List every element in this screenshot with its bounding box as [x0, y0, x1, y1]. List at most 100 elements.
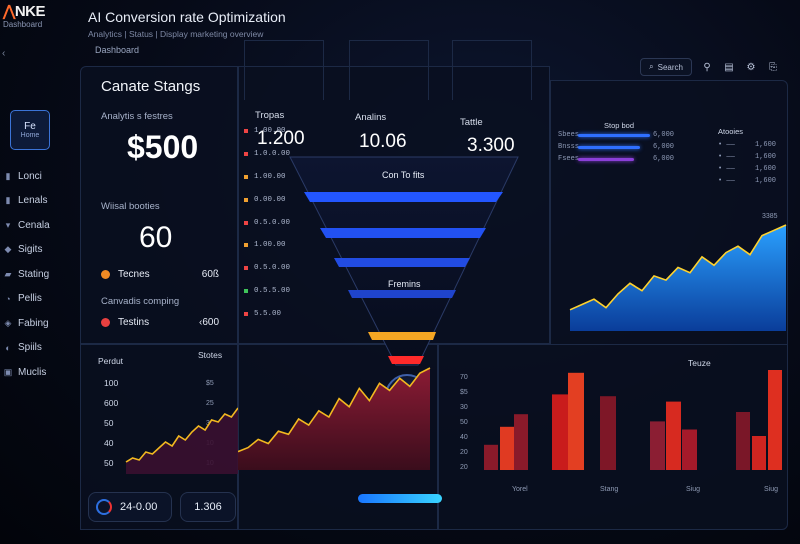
sidebar-home-sublabel: Home — [20, 132, 40, 139]
grid-icon[interactable]: ▤ — [724, 61, 734, 73]
area-fill — [570, 225, 786, 331]
footer-metric-2[interactable]: 1.306 — [180, 492, 236, 522]
footer-metric-2-value: 1.306 — [194, 501, 222, 513]
sidebar-item-4[interactable]: ▰ Stating — [2, 262, 50, 287]
sidebar: ‹ Fe Home ▮ Lonci ▮ Lenals ▾ Cenala ◆ Sigits… — [0, 44, 72, 544]
y-tick-label: 20 — [460, 449, 468, 456]
y-tick-label: 20 — [460, 464, 468, 471]
signal-icon: ◆ — [4, 244, 12, 255]
list-icon: ▮ — [5, 170, 11, 181]
bar-mark[interactable] — [552, 394, 568, 470]
settings-icon[interactable]: ⚙ — [746, 61, 756, 73]
sidebar-item-7[interactable]: ◐ Spiils — [2, 336, 50, 361]
search-icon: ⌕ — [649, 62, 654, 71]
stat-label: Tropas — [255, 110, 285, 121]
legend-row-value: 1,600 — [755, 141, 777, 149]
tick-marker-icon — [244, 288, 248, 293]
bar-mark[interactable] — [650, 421, 665, 470]
line-series — [125, 407, 238, 463]
tick-label: 0.5.0.00 — [254, 218, 291, 227]
sidebar-item-6[interactable]: ◈ Fabing — [2, 311, 50, 336]
tag-icon: ◈ — [4, 317, 12, 328]
bar-mark[interactable] — [514, 414, 528, 470]
sidebar-item-3[interactable]: ◆ Sigits — [2, 238, 50, 263]
search-button[interactable]: ⌕ Search — [640, 58, 692, 76]
sidebar-item-label: Pellis — [18, 293, 42, 305]
back-icon[interactable]: ‹ — [2, 48, 6, 59]
bar-mark[interactable] — [666, 401, 681, 470]
y-tick-label: $5 — [460, 389, 468, 396]
tick-marker-icon — [244, 197, 248, 202]
y-tick-label: 40 — [104, 438, 114, 448]
share-icon[interactable]: ⎘ — [769, 61, 777, 73]
bar-mark[interactable] — [752, 436, 766, 470]
sidebar-item-0[interactable]: ▮ Lonci — [2, 164, 50, 189]
sidebar-item-label: Lenals — [18, 195, 48, 207]
legend-title: Stop bod — [604, 121, 635, 130]
bar-mark[interactable] — [484, 444, 498, 470]
legend-bar — [578, 134, 650, 137]
bar-chart — [484, 370, 782, 471]
y-tick-label: 50 — [104, 418, 114, 428]
tick-item: 0.5.0.00 — [244, 211, 290, 234]
line-panel-title: Perdut — [98, 356, 124, 366]
tick-marker-icon — [244, 311, 248, 316]
stat-box-3 — [452, 40, 532, 100]
scroll-bar[interactable] — [358, 494, 442, 503]
layers-icon: ▰ — [4, 268, 12, 279]
tick-item: 0.5.5.00 — [244, 280, 290, 303]
conversion-funnel — [287, 154, 521, 366]
bar-mark[interactable] — [682, 429, 697, 471]
y-tick-label: 40 — [460, 434, 468, 441]
tick-marker-icon — [244, 220, 248, 225]
sidebar-item-5[interactable]: ◔ Pellis — [2, 287, 50, 312]
tick-label: 0.00.00 — [254, 195, 286, 204]
gauge-icon — [96, 499, 112, 515]
brand[interactable]: ⋀NKE Dashboard — [0, 0, 78, 44]
stat-box-2 — [349, 40, 429, 100]
tick-item: 1.00.00 — [244, 166, 290, 189]
kpi-row-2: Testins ‹600 — [101, 317, 219, 328]
breadcrumb[interactable]: Dashboard — [95, 45, 140, 55]
sidebar-home-button[interactable]: Fe Home — [10, 110, 50, 150]
sidebar-items: ▮ Lonci ▮ Lenals ▾ Cenala ◆ Sigits ▰ Stating … — [2, 164, 50, 385]
brand-subtitle: Dashboard — [3, 20, 43, 29]
x-tick-label: Siug — [686, 486, 701, 493]
legend-title-2: Atooies — [718, 127, 744, 136]
bar-mark[interactable] — [768, 370, 782, 470]
legend-bar-value: 6,000 — [653, 131, 675, 139]
footer-metric-1[interactable]: 24-0.00 — [88, 492, 172, 522]
bar-mark[interactable] — [736, 412, 750, 470]
tick-item: 5.5.00 — [244, 302, 290, 325]
legend-bar — [578, 158, 634, 161]
funnel-stage-2 — [320, 228, 486, 238]
area-chart — [238, 367, 431, 470]
sidebar-item-2[interactable]: ▾ Cenala — [2, 213, 50, 238]
sidebar-item-label: Stating — [18, 268, 50, 280]
stat-box-1 — [244, 40, 324, 100]
bar-mark[interactable] — [600, 396, 616, 470]
search-label: Search — [657, 62, 683, 72]
x-tick-label: Siug — [764, 486, 779, 493]
sidebar-item-label: Fabing — [18, 317, 49, 329]
tick-marker-icon — [244, 266, 248, 271]
sidebar-item-label: Sigits — [18, 244, 43, 256]
funnel-stage-1 — [304, 192, 503, 202]
bar-mark[interactable] — [500, 426, 514, 470]
sidebar-item-label: Lonci — [18, 170, 42, 182]
corner-label: 3385 — [762, 213, 778, 220]
filter-icon[interactable]: ⚲ — [703, 61, 711, 73]
tick-marker-icon — [244, 129, 248, 134]
sidebar-item-8[interactable]: ▣ Muclis — [2, 360, 50, 385]
funnel-stage-3 — [334, 258, 470, 267]
sidebar-item-1[interactable]: ▮ Lenals — [2, 189, 50, 214]
funnel-stage-6 — [388, 356, 424, 364]
split-icon: ◐ — [5, 342, 11, 353]
footer-metric-1-value: 24-0.00 — [120, 501, 158, 513]
sidebar-item-label: Muclis — [18, 366, 47, 378]
tick-marker-icon — [244, 174, 248, 179]
bar-panel-title: Teuze — [688, 358, 711, 368]
x-tick-label: Yorel — [512, 486, 528, 493]
toolbar: ⌕ Search ⚲ ▤ ⚙ ⎘ — [640, 58, 780, 76]
bar-mark[interactable] — [568, 372, 584, 470]
